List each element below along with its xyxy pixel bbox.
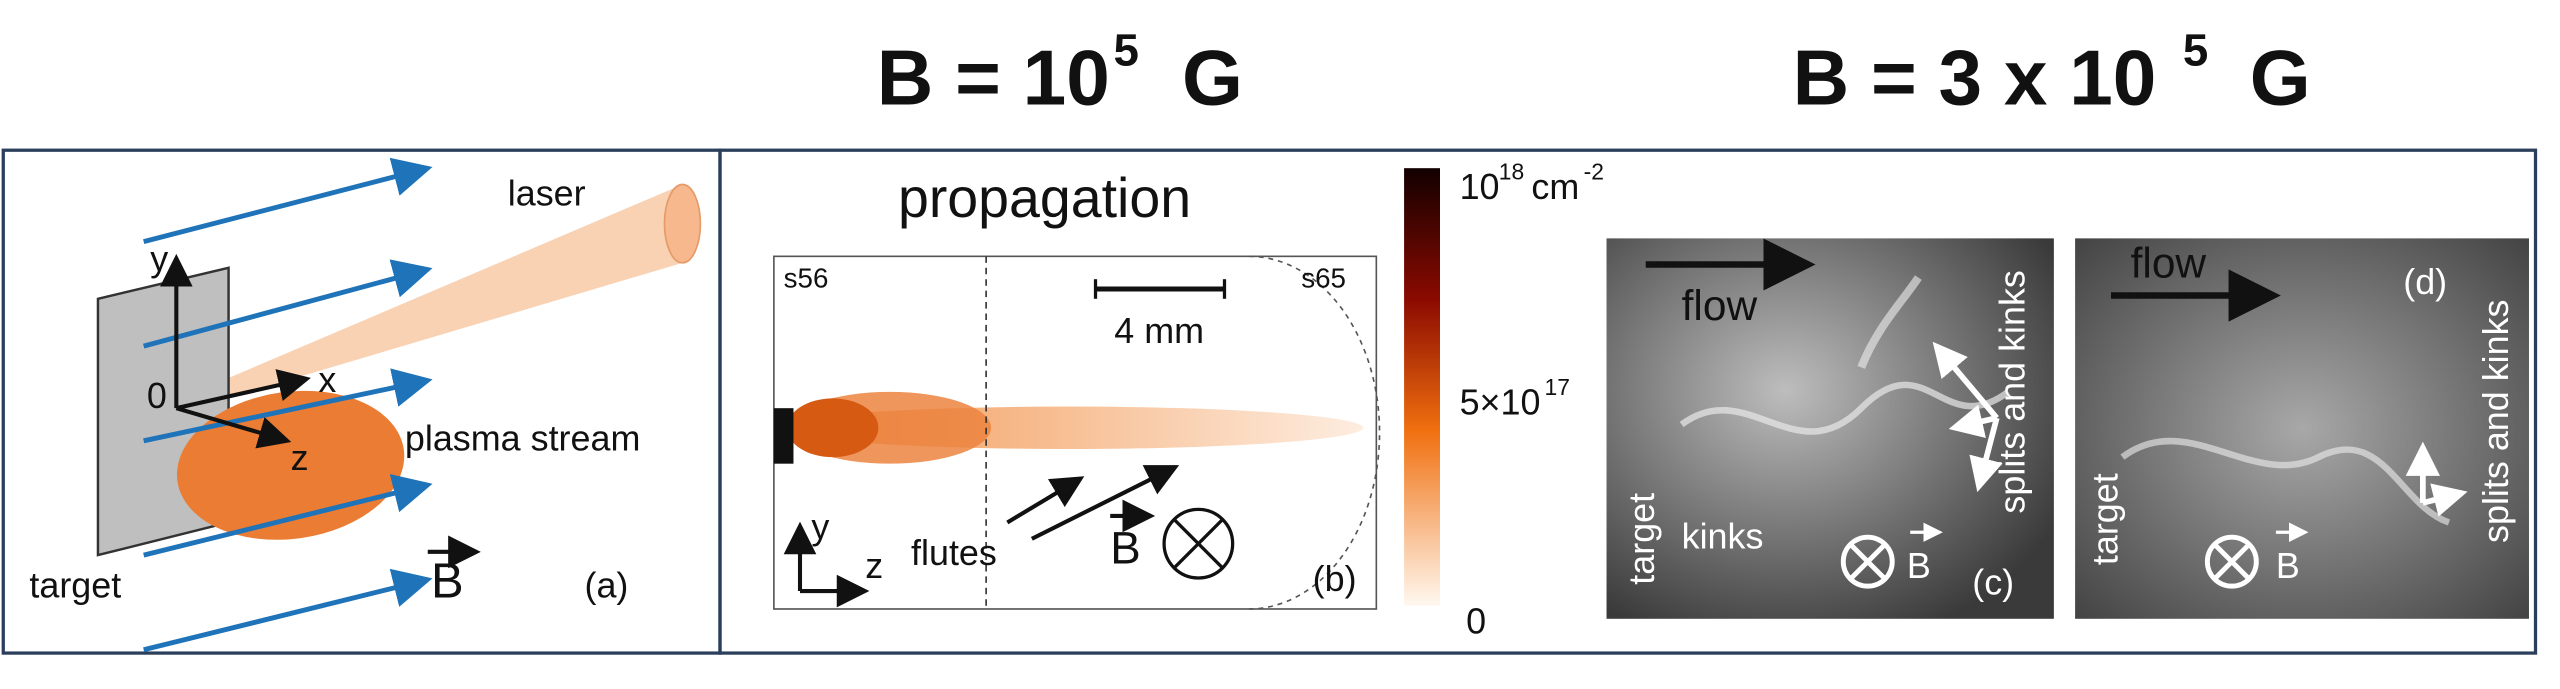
- scale-label: 4 mm: [1114, 310, 1204, 351]
- label: flow: [1682, 282, 1758, 329]
- axis-label: z: [865, 545, 883, 586]
- label: splits and kinks: [1991, 270, 2032, 513]
- shot-label: s56: [784, 262, 829, 293]
- header-unit: G: [1182, 34, 1243, 122]
- colorbar-label: 5×10: [1460, 382, 1541, 423]
- colorbar-label: 10: [1460, 166, 1500, 207]
- panel-frame: [718, 148, 2538, 655]
- field-label: B: [1907, 545, 1931, 586]
- header-exponent: 5: [2183, 24, 2208, 75]
- origin-label: 0: [147, 375, 167, 416]
- colorbar-exponent: -2: [1584, 159, 1604, 185]
- field-label: B: [431, 555, 464, 609]
- panel-label: (b): [1313, 558, 1357, 599]
- header-unit: G: [2250, 34, 2311, 122]
- shot-label: s65: [1301, 262, 1346, 293]
- panel-d: [2075, 238, 2529, 619]
- label: flutes: [911, 532, 997, 573]
- label: plasma stream: [405, 418, 640, 459]
- panel-label: (a): [584, 565, 628, 606]
- header-exponent: 5: [1113, 24, 1138, 75]
- colorbar-unit: cm: [1531, 166, 1579, 207]
- label: laser: [508, 173, 586, 214]
- panel-a: [96, 157, 702, 653]
- colorbar-label: 0: [1466, 600, 1486, 641]
- panel-title: propagation: [898, 167, 1191, 229]
- field-label: B: [2276, 545, 2300, 586]
- panel-c: [1606, 238, 2054, 619]
- panel-b: [773, 168, 1440, 610]
- colorbar-exponent: 17: [1544, 374, 1569, 400]
- label: splits and kinks: [2475, 299, 2516, 542]
- axis-label: y: [150, 238, 168, 279]
- axis-label: z: [291, 437, 309, 478]
- panel-label: (d): [2403, 261, 2447, 302]
- header-text: B = 3 x 10: [1793, 34, 2157, 122]
- label: target: [2085, 473, 2126, 565]
- axis-label: y: [811, 506, 829, 547]
- panel-label: (c): [1972, 561, 2014, 602]
- axis-label: x: [318, 359, 336, 400]
- label: kinks: [1682, 516, 1764, 557]
- colorbar-exponent: 18: [1499, 159, 1524, 185]
- label: target: [29, 565, 121, 606]
- field-label: B: [1110, 522, 1140, 573]
- label: flow: [2131, 240, 2207, 287]
- header-text: B = 10: [877, 34, 1110, 122]
- label: target: [1621, 493, 1662, 585]
